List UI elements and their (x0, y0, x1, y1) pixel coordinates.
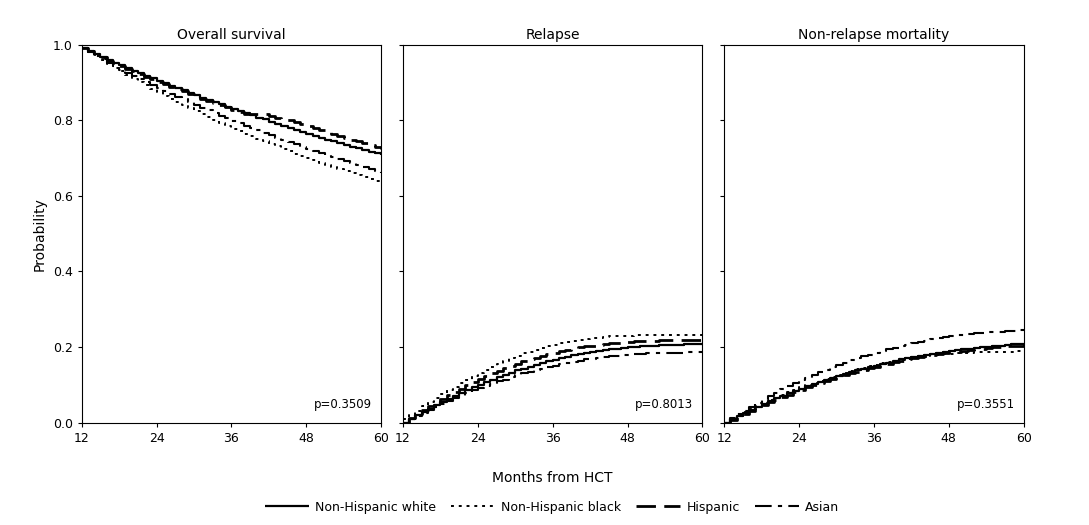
Title: Non-relapse mortality: Non-relapse mortality (798, 28, 950, 42)
Y-axis label: Probability: Probability (33, 197, 47, 270)
Text: p=0.3551: p=0.3551 (956, 398, 1015, 411)
Title: Overall survival: Overall survival (178, 28, 285, 42)
Text: p=0.8013: p=0.8013 (635, 398, 694, 411)
Text: p=0.3509: p=0.3509 (314, 398, 372, 411)
Legend: Non-Hispanic white, Non-Hispanic black, Hispanic, Asian: Non-Hispanic white, Non-Hispanic black, … (260, 496, 844, 519)
Title: Relapse: Relapse (525, 28, 580, 42)
Text: Months from HCT: Months from HCT (492, 471, 612, 485)
